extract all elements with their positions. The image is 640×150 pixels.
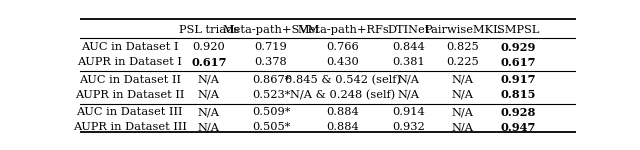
Text: PSL triads: PSL triads (179, 25, 239, 35)
Text: AUC in Dataset I: AUC in Dataset I (81, 42, 179, 52)
Text: 0.381: 0.381 (392, 57, 425, 68)
Text: 0.430: 0.430 (326, 57, 359, 68)
Text: SMPSL: SMPSL (497, 25, 540, 35)
Text: PairwiseMKL: PairwiseMKL (424, 25, 501, 35)
Text: 0.928: 0.928 (500, 107, 536, 118)
Text: 0.844: 0.844 (392, 42, 425, 52)
Text: 0.920: 0.920 (193, 42, 225, 52)
Text: AUPR in Dataset II: AUPR in Dataset II (75, 90, 184, 100)
Text: 0.884: 0.884 (326, 107, 359, 117)
Text: 0.815: 0.815 (500, 89, 536, 100)
Text: 0.505*: 0.505* (252, 122, 290, 132)
Text: 0.523*: 0.523* (252, 90, 290, 100)
Text: 0.932: 0.932 (392, 122, 425, 132)
Text: N/A: N/A (198, 75, 220, 85)
Text: N/A: N/A (452, 75, 474, 85)
Text: 0.884: 0.884 (326, 122, 359, 132)
Text: AUC in Dataset III: AUC in Dataset III (76, 107, 183, 117)
Text: N/A: N/A (198, 122, 220, 132)
Text: Meta-path+RFs: Meta-path+RFs (297, 25, 388, 35)
Text: N/A: N/A (198, 107, 220, 117)
Text: N/A & 0.248 (self): N/A & 0.248 (self) (291, 90, 396, 100)
Text: N/A: N/A (397, 75, 420, 85)
Text: 0.845 & 0.542 (self): 0.845 & 0.542 (self) (285, 75, 401, 85)
Text: N/A: N/A (198, 90, 220, 100)
Text: AUC in Dataset II: AUC in Dataset II (79, 75, 180, 85)
Text: N/A: N/A (452, 90, 474, 100)
Text: N/A: N/A (452, 122, 474, 132)
Text: 0.914: 0.914 (392, 107, 425, 117)
Text: 0.867*: 0.867* (252, 75, 290, 85)
Text: Meta-path+SVM: Meta-path+SVM (222, 25, 319, 35)
Text: AUPR in Dataset III: AUPR in Dataset III (73, 122, 186, 132)
Text: DTINet: DTINet (387, 25, 430, 35)
Text: 0.617: 0.617 (191, 57, 227, 68)
Text: 0.766: 0.766 (326, 42, 359, 52)
Text: 0.825: 0.825 (446, 42, 479, 52)
Text: 0.617: 0.617 (500, 57, 536, 68)
Text: AUPR in Dataset I: AUPR in Dataset I (77, 57, 182, 68)
Text: N/A: N/A (397, 90, 420, 100)
Text: 0.378: 0.378 (255, 57, 287, 68)
Text: 0.509*: 0.509* (252, 107, 290, 117)
Text: N/A: N/A (452, 107, 474, 117)
Text: 0.719: 0.719 (255, 42, 287, 52)
Text: 0.917: 0.917 (500, 74, 536, 85)
Text: 0.947: 0.947 (500, 122, 536, 133)
Text: 0.929: 0.929 (500, 42, 536, 53)
Text: 0.225: 0.225 (446, 57, 479, 68)
